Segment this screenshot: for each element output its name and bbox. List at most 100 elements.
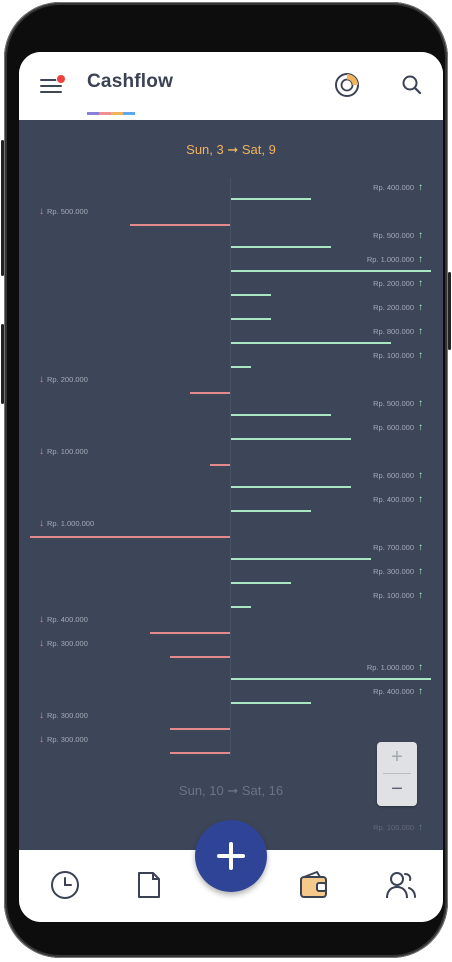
arrow-up-icon: ↑ bbox=[418, 350, 423, 361]
arrow-up-icon: ↑ bbox=[418, 566, 423, 577]
bar-label: Rp. 500.000 ↑ bbox=[373, 230, 423, 241]
bar-label: Rp. 800.000 ↑ bbox=[373, 326, 423, 337]
bar-label: Rp. 100.000 ↑ bbox=[373, 350, 423, 361]
zoom-control: + − bbox=[377, 742, 417, 806]
income-bar bbox=[231, 678, 431, 680]
income-bar bbox=[231, 246, 331, 248]
bar-label: Rp. 1.000.000 ↑ bbox=[366, 254, 423, 265]
income-bar bbox=[231, 606, 251, 608]
chart-axis bbox=[230, 178, 231, 756]
nav-wallet[interactable] bbox=[297, 868, 331, 902]
income-bar bbox=[231, 414, 331, 416]
expense-bar bbox=[190, 392, 230, 394]
arrow-up-icon: ↑ bbox=[418, 326, 423, 337]
bar-label: Rp. 600.000 ↑ bbox=[373, 422, 423, 433]
nav-documents[interactable] bbox=[132, 868, 166, 902]
bar-label: ↓ Rp. 300.000 bbox=[39, 710, 88, 721]
volume-button bbox=[1, 140, 4, 276]
arrow-down-icon: ↓ bbox=[39, 206, 44, 217]
bar-label: Rp. 200.000 ↑ bbox=[373, 278, 423, 289]
expense-bar bbox=[210, 464, 230, 466]
arrow-down-icon: ↓ bbox=[39, 374, 44, 385]
app-title: Cashflow bbox=[87, 71, 174, 92]
search-button[interactable] bbox=[397, 70, 427, 100]
expense-bar bbox=[150, 632, 230, 634]
arrow-down-icon: ↓ bbox=[39, 446, 44, 457]
arrow-down-icon: ↓ bbox=[39, 518, 44, 529]
expense-bar bbox=[170, 656, 230, 658]
arrow-up-icon: ↑ bbox=[418, 230, 423, 241]
arrow-up-icon: ↑ bbox=[418, 662, 423, 673]
bar-label: Rp. 300.000 ↑ bbox=[373, 566, 423, 577]
bar-label: Rp. 700.000 ↑ bbox=[373, 542, 423, 553]
bar-label: ↓ Rp. 1.000.000 bbox=[39, 518, 95, 529]
arrow-up-icon: ↑ bbox=[418, 254, 423, 265]
expense-bar bbox=[30, 536, 230, 538]
income-bar bbox=[231, 270, 431, 272]
document-icon bbox=[138, 872, 160, 898]
bar-label: Rp. 400.000 ↑ bbox=[373, 686, 423, 697]
bar-label: Rp. 400.000 ↑ bbox=[373, 494, 423, 505]
income-bar bbox=[231, 510, 311, 512]
week-range-label: Sun, 10 ➞ Sat, 16 bbox=[178, 783, 284, 798]
income-bar bbox=[231, 198, 311, 200]
bar-label: Rp. 100.000 ↑ bbox=[373, 822, 423, 833]
plus-icon bbox=[217, 842, 245, 870]
income-bar bbox=[231, 582, 291, 584]
income-bar bbox=[231, 318, 271, 320]
arrow-down-icon: ↓ bbox=[39, 734, 44, 745]
bar-label: Rp. 1.000.000 ↑ bbox=[366, 662, 423, 673]
arrow-down-icon: ↓ bbox=[39, 638, 44, 649]
donut-chart-icon bbox=[335, 73, 359, 97]
power-button bbox=[448, 272, 451, 350]
notification-dot bbox=[57, 75, 65, 83]
nav-users[interactable] bbox=[384, 868, 418, 902]
income-bar bbox=[231, 702, 311, 704]
users-icon bbox=[386, 872, 416, 899]
app-bar: Cashflow bbox=[19, 52, 443, 118]
bar-label: ↓ Rp. 400.000 bbox=[39, 614, 88, 625]
bar-label: Rp. 200.000 ↑ bbox=[373, 302, 423, 313]
income-bar bbox=[231, 558, 371, 560]
expense-bar bbox=[130, 224, 230, 226]
arrow-up-icon: ↑ bbox=[418, 278, 423, 289]
expense-bar bbox=[170, 728, 230, 730]
bar-label: ↓ Rp. 500.000 bbox=[39, 206, 88, 217]
arrow-up-icon: ↑ bbox=[418, 590, 423, 601]
income-bar bbox=[231, 366, 251, 368]
arrow-up-icon: ↑ bbox=[418, 398, 423, 409]
title-underline bbox=[87, 112, 135, 115]
bar-label: ↓ Rp. 300.000 bbox=[39, 638, 88, 649]
expense-bar bbox=[170, 752, 230, 754]
screen: Cashflow Sun, 3 ➞ Sat, 9 Rp. bbox=[19, 52, 443, 922]
arrow-up-icon: ↑ bbox=[418, 302, 423, 313]
bar-label: ↓ Rp. 300.000 bbox=[39, 734, 88, 745]
cashflow-chart[interactable]: Sun, 3 ➞ Sat, 9 Rp. 400.000 ↑ ↓ Rp. 500.000… bbox=[19, 120, 443, 850]
arrow-up-icon: ↑ bbox=[418, 422, 423, 433]
income-bar bbox=[231, 294, 271, 296]
bar-label: ↓ Rp. 100.000 bbox=[39, 446, 88, 457]
wallet-icon bbox=[300, 871, 327, 898]
arrow-down-icon: ↓ bbox=[39, 614, 44, 625]
arrow-up-icon: ↑ bbox=[418, 542, 423, 553]
add-transaction-button[interactable] bbox=[195, 820, 267, 892]
arrow-up-icon: ↑ bbox=[418, 686, 423, 697]
bar-label: Rp. 400.000 ↑ bbox=[373, 182, 423, 193]
clock-icon bbox=[51, 871, 79, 899]
zoom-out-button[interactable]: − bbox=[391, 778, 403, 800]
income-bar bbox=[231, 342, 391, 344]
bar-label: Rp. 600.000 ↑ bbox=[373, 470, 423, 481]
week-range-label: Sun, 3 ➞ Sat, 9 bbox=[186, 142, 276, 157]
bar-label: Rp. 500.000 ↑ bbox=[373, 398, 423, 409]
zoom-in-button[interactable]: + bbox=[391, 746, 403, 768]
arrow-down-icon: ↓ bbox=[39, 710, 44, 721]
arrow-up-icon: ↑ bbox=[418, 822, 423, 833]
nav-history[interactable] bbox=[48, 868, 82, 902]
income-bar bbox=[231, 438, 351, 440]
chart-button[interactable] bbox=[332, 70, 362, 100]
bar-label: Rp. 100.000 ↑ bbox=[373, 590, 423, 601]
menu-button[interactable] bbox=[37, 74, 65, 98]
arrow-up-icon: ↑ bbox=[418, 470, 423, 481]
bar-label: ↓ Rp. 200.000 bbox=[39, 374, 88, 385]
